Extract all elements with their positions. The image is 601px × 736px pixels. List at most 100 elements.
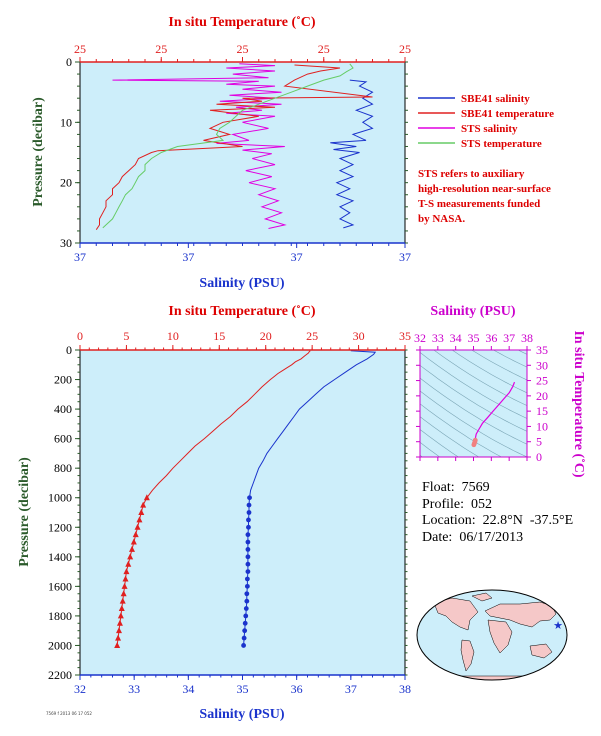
bottom-pressure-tick-label: 1400 <box>48 550 72 564</box>
bottom-temp-tick-label: 0 <box>77 329 83 343</box>
bottom-pressure-tick-label: 1600 <box>48 579 72 593</box>
top-pressure-tick-label: 20 <box>60 176 72 190</box>
bottom-temp-tick-label: 30 <box>353 329 365 343</box>
bottom-temp-tick-label: 25 <box>306 329 318 343</box>
salinity-marker <box>241 643 246 648</box>
temperature-marker <box>120 590 127 597</box>
profile-date: Date: 06/17/2013 <box>422 529 524 545</box>
bottom-pressure-tick-label: 1200 <box>48 520 72 534</box>
bottom-temp-tick-label: 20 <box>260 329 272 343</box>
ts-y-tick-label: 20 <box>536 389 548 403</box>
map-landmass <box>460 639 475 672</box>
temperature-marker <box>129 545 135 552</box>
salinity-marker <box>246 524 251 530</box>
temperature-marker <box>136 516 143 523</box>
top-panel-top-axis-label: In situ Temperature (˚C) <box>168 15 315 30</box>
top-temp-tick-label: 25 <box>318 42 330 56</box>
map-landmass <box>439 675 541 680</box>
sts-annotation-line: high-resolution near-surface <box>418 183 551 195</box>
top-temp-tick-label: 25 <box>237 42 249 56</box>
bottom-pressure-tick-label: 400 <box>54 402 72 416</box>
ts-x-tick-label: 34 <box>450 331 462 345</box>
bottom-sal-tick-label: 34 <box>182 682 194 696</box>
bottom-panel-y-axis-label: Pressure (decibar) <box>17 457 32 567</box>
top-series-sbe41-salinity <box>330 79 374 229</box>
ts-x-tick-label: 32 <box>414 331 426 345</box>
ts-y-tick-label: 35 <box>536 343 548 357</box>
top-series-group <box>95 63 374 230</box>
salinity-marker <box>245 561 251 567</box>
ts-series-group <box>471 381 516 448</box>
temperature-marker <box>119 597 126 604</box>
legend-label: STS temperature <box>461 138 542 150</box>
bottom-pressure-tick-label: 2000 <box>48 638 72 652</box>
salinity-marker <box>247 495 252 501</box>
ts-y-tick-label: 10 <box>536 419 548 433</box>
temperature-marker <box>125 560 132 567</box>
legend: SBE41 salinity SBE41 temperature STS salin… <box>418 93 554 150</box>
top-plot-background <box>80 62 405 243</box>
salinity-marker <box>246 502 252 508</box>
bottom-pressure-tick-label: 200 <box>54 373 72 387</box>
sts-annotation-line: T-S measurements funded <box>418 198 541 210</box>
top-panel-ticks: 25 25 25 25 25 37 37 37 37 0 10 20 30 <box>60 42 411 264</box>
map-landmass <box>433 597 479 631</box>
sts-annotation: STS refers to auxiliary high-resolution … <box>418 167 598 227</box>
salinity-marker <box>245 547 251 552</box>
salinity-marker <box>246 517 251 523</box>
salinity-marker <box>245 569 251 574</box>
ts-x-tick-label: 37 <box>503 331 515 345</box>
ts-density-contour <box>471 350 527 381</box>
map-land <box>433 592 557 680</box>
top-pressure-tick-label: 10 <box>60 115 72 129</box>
bottom-sal-tick-label: 36 <box>291 682 303 696</box>
ts-y-tick-label: 0 <box>536 450 542 464</box>
ts-density-contour <box>420 352 527 419</box>
legend-label: SBE41 temperature <box>461 108 554 120</box>
temperature-marker <box>118 605 125 612</box>
map-landmass <box>471 592 493 602</box>
bottom-pressure-tick-label: 0 <box>66 343 72 357</box>
ts-density-contour <box>420 364 527 432</box>
top-series-sbe41-temperature <box>95 64 373 230</box>
salinity-marker <box>244 591 250 597</box>
bottom-sal-tick-label: 35 <box>237 682 249 696</box>
bottom-sal-tick-label: 37 <box>345 682 357 696</box>
ts-x-tick-label: 33 <box>432 331 444 345</box>
bottom-series-group <box>114 350 377 648</box>
salinity-marker <box>245 532 251 538</box>
bottom-panel-x-axis-label: Salinity (PSU) <box>199 707 285 722</box>
ts-density-contour <box>433 350 527 406</box>
top-series-sts-temperature <box>102 63 354 229</box>
bottom-sal-tick-label: 33 <box>128 682 140 696</box>
ts-density-contour <box>451 350 527 394</box>
top-panel-y-axis-label: Pressure (decibar) <box>31 97 46 207</box>
temperature-marker <box>143 494 150 501</box>
footer-tag: 7569 f 2013 06 17 052 <box>46 711 92 716</box>
ts-x-tick-label: 38 <box>521 331 533 345</box>
bottom-pressure-tick-label: 1800 <box>48 609 72 623</box>
legend-label: STS salinity <box>461 123 518 135</box>
salinity-marker <box>244 583 250 589</box>
ts-density-contour <box>420 377 527 445</box>
bottom-panel: 0 5 10 15 20 25 30 35 32 33 34 35 36 37 38 0 200 400 600 80… <box>17 304 411 722</box>
ts-density-contour <box>420 441 441 457</box>
salinity-marker <box>243 606 249 611</box>
ts-y-axis-label: In situ Temperature (˚C) <box>571 330 586 477</box>
temperature-marker <box>130 538 137 545</box>
top-temp-tick-label: 25 <box>399 42 411 56</box>
map-landmass <box>529 643 553 659</box>
temperature-marker <box>123 568 130 575</box>
ts-density-contour <box>420 390 527 457</box>
temperature-marker <box>116 619 123 626</box>
top-sal-tick-label: 37 <box>74 250 86 264</box>
float-location: Location: 22.8°N -37.5°E <box>422 513 574 528</box>
temperature-marker <box>116 627 122 634</box>
ts-y-tick-label: 30 <box>536 358 548 372</box>
temperature-marker <box>134 523 141 530</box>
bottom-panel-ticks: 0 5 10 15 20 25 30 35 32 33 34 35 36 37 38 0 200 400 600 80… <box>48 329 411 696</box>
top-sal-tick-label: 37 <box>182 250 194 264</box>
ts-x-axis-label: Salinity (PSU) <box>430 304 516 319</box>
temperature-marker <box>114 641 121 648</box>
